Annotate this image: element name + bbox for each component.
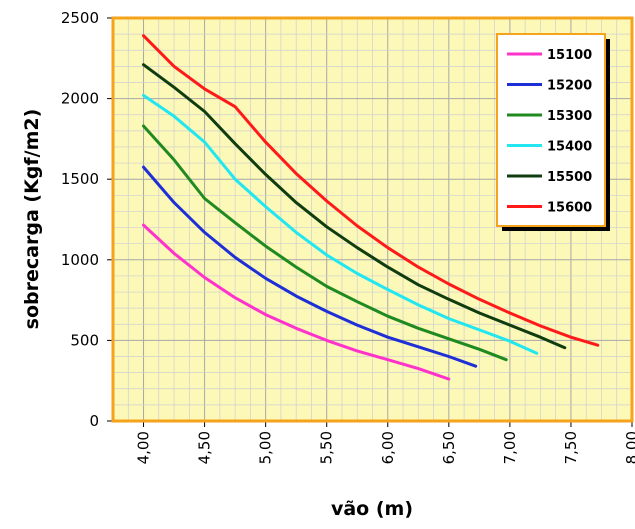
x-tick-label: 4,50 xyxy=(196,431,214,464)
grid xyxy=(113,18,632,421)
legend-box xyxy=(496,33,606,227)
legend-label-15400: 15400 xyxy=(547,140,592,155)
y-tick-label: 1500 xyxy=(61,170,99,188)
x-tick-label: 6,00 xyxy=(379,431,397,464)
y-axis-title: sobrecarga (Kgf/m2) xyxy=(21,109,43,330)
x-tick-label: 5,50 xyxy=(318,431,336,464)
x-tick-label: 5,00 xyxy=(257,431,275,464)
y-axis-ticks: 0 500 1000 1500 2000 2500 xyxy=(61,9,113,430)
legend-label-15300: 15300 xyxy=(547,109,592,124)
legend-label-15100: 15100 xyxy=(547,48,592,63)
plot-frame xyxy=(111,16,634,423)
y-tick-label: 0 xyxy=(89,412,99,430)
x-tick-label: 8,00 xyxy=(623,431,635,464)
y-tick-label: 2500 xyxy=(61,9,99,27)
series-line-15600 xyxy=(142,34,600,347)
series-line-15300 xyxy=(142,124,508,362)
series-layer xyxy=(142,34,600,381)
x-axis-ticks: 4,00 4,50 5,00 5,50 6,00 6,50 7,00 7,50 8,00 xyxy=(135,421,635,464)
series-line-15100 xyxy=(142,223,451,381)
series-line-15500 xyxy=(142,63,567,350)
x-tick-label: 6,50 xyxy=(440,431,458,464)
legend-label-15200: 15200 xyxy=(547,79,592,94)
y-tick-label: 1000 xyxy=(61,251,99,269)
x-tick-label: 7,00 xyxy=(501,431,519,464)
series-line-15400 xyxy=(142,93,539,355)
series-line-15200 xyxy=(142,165,478,368)
legend-label-15600: 15600 xyxy=(547,201,592,216)
legend: 15100 15200 15300 15400 15500 15600 xyxy=(496,33,610,231)
x-tick-label: 7,50 xyxy=(562,431,580,464)
x-tick-label: 4,00 xyxy=(135,431,153,464)
legend-label-15500: 15500 xyxy=(547,170,592,185)
y-tick-label: 2000 xyxy=(61,90,99,108)
x-axis-title: vão (m) xyxy=(331,498,413,520)
y-tick-label: 500 xyxy=(70,331,99,349)
